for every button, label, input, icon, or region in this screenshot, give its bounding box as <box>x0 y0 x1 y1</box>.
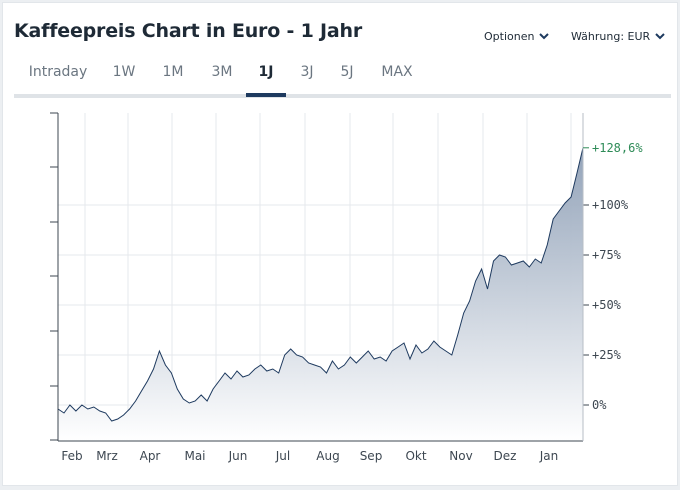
x-tick-label: Jan <box>539 449 559 463</box>
x-tick-label: Feb <box>61 449 82 463</box>
x-tick-label: Apr <box>140 449 161 463</box>
y-tick-label: +50% <box>592 298 622 312</box>
active-tab-indicator <box>246 93 286 97</box>
y-tick-label: +100% <box>592 198 629 212</box>
options-dropdown[interactable]: Optionen <box>484 30 550 43</box>
tab-5j[interactable]: 5J <box>340 64 354 80</box>
x-tick-label: Mrz <box>96 449 118 463</box>
tab-1w[interactable]: 1W <box>112 64 136 80</box>
x-tick-label: Sep <box>360 449 383 463</box>
currency-dropdown[interactable]: Währung: EUR <box>571 30 665 43</box>
y-tick-label: 0% <box>592 398 607 412</box>
time-range-tabs: Intraday 1W 1M 3M 1J 3J 5J MAX <box>14 58 671 98</box>
tab-1m[interactable]: 1M <box>162 64 184 80</box>
price-line <box>57 147 584 422</box>
tab-3m[interactable]: 3M <box>211 64 233 80</box>
options-label: Optionen <box>484 30 535 43</box>
price-area <box>58 147 583 442</box>
x-tick-label: Jun <box>228 449 248 463</box>
chevron-down-icon <box>655 33 665 40</box>
y-tick-label: +25% <box>592 348 622 362</box>
x-tick-label: Dez <box>494 449 517 463</box>
currency-label: Währung: EUR <box>571 30 651 43</box>
tab-1j[interactable]: 1J <box>258 64 274 80</box>
tab-intraday[interactable]: Intraday <box>28 64 88 80</box>
x-tick-label: Nov <box>449 449 472 463</box>
tab-max[interactable]: MAX <box>381 64 413 80</box>
tab-3j[interactable]: 3J <box>300 64 314 80</box>
x-tick-label: Mai <box>184 449 205 463</box>
x-tick-label: Okt <box>405 449 426 463</box>
x-tick-label: Jul <box>275 449 290 463</box>
current-value-label: +128,6% <box>592 141 643 155</box>
page-title: Kaffeepreis Chart in Euro - 1 Jahr <box>14 20 363 42</box>
x-tick-label: Aug <box>316 449 339 463</box>
y-tick-label: +75% <box>592 248 622 262</box>
chevron-down-icon <box>539 33 550 40</box>
